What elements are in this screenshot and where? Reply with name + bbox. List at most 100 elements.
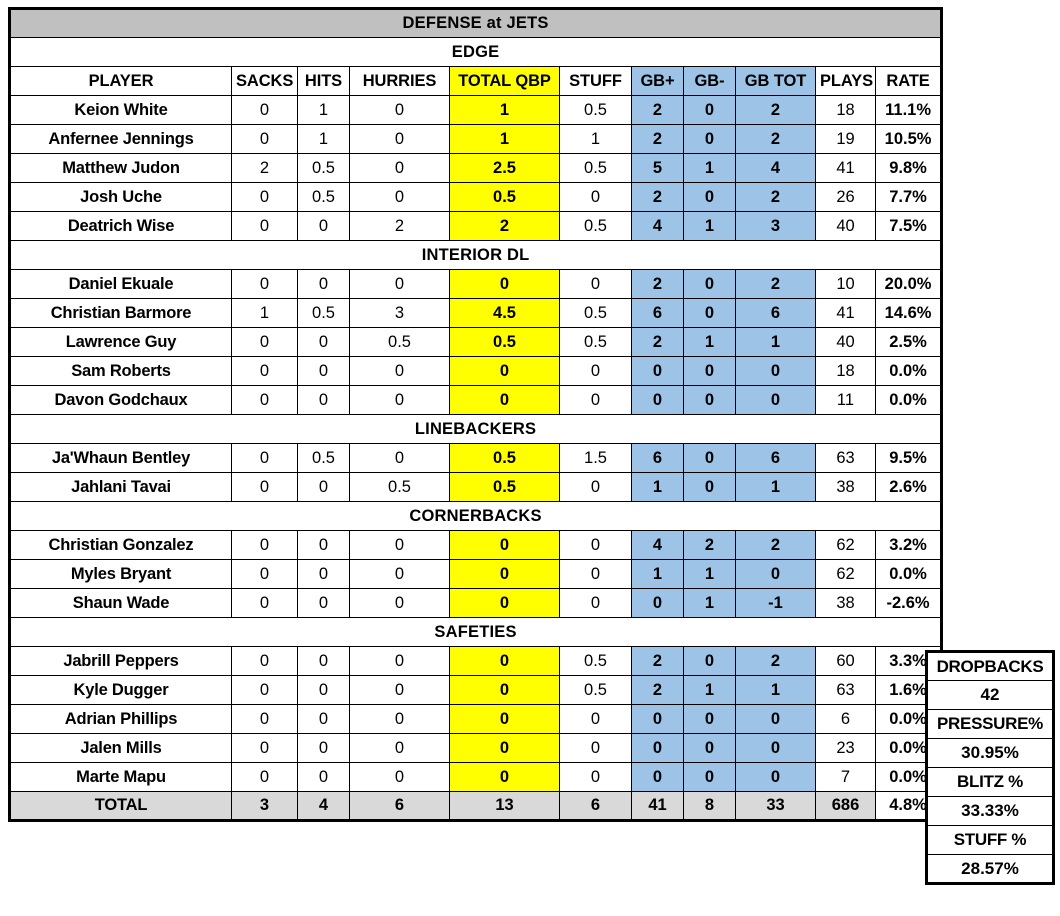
column-header-player-name: PLAYER — [9, 66, 232, 96]
sacks-value: 0 — [231, 124, 298, 154]
gb-minus-value: 0 — [683, 182, 736, 212]
rate-value: 0.0% — [874, 559, 943, 589]
rate-value: 10.5% — [874, 124, 943, 154]
column-header-hurries: HURRIES — [349, 66, 450, 96]
gb-tot-value: 1 — [735, 327, 816, 357]
table-row: Anfernee Jennings 0 1 0 1 1 2 0 2 19 10.5% — [9, 124, 943, 154]
plays-value: 6 — [815, 704, 876, 734]
gb-tot-value: 1 — [735, 675, 816, 705]
sacks-value: 0 — [231, 762, 298, 792]
gb-minus-value: 1 — [683, 588, 736, 618]
hurries-value: 0 — [349, 153, 450, 183]
plays-value: 18 — [815, 95, 876, 125]
defense-stats-table: DEFENSE at JETS EDGE PLAYER SACKS HITS HURRIE… — [8, 7, 944, 822]
player-name: Sam Roberts — [9, 356, 232, 386]
total-sacks-value: 3 — [231, 791, 298, 821]
stuff-value: 0.5 — [559, 153, 632, 183]
gb-tot-value: 0 — [735, 762, 816, 792]
hurries-value: 0 — [349, 385, 450, 415]
stuff-value: 0 — [559, 559, 632, 589]
gb-minus-value: 0 — [683, 385, 736, 415]
plays-value: 41 — [815, 153, 876, 183]
gb-tot-value: 0 — [735, 356, 816, 386]
hurries-value: 0.5 — [349, 327, 450, 357]
gb-minus-value: 2 — [683, 530, 736, 560]
summary-label-row: DROPBACKS — [926, 651, 1054, 681]
plays-value: 23 — [815, 733, 876, 763]
section-label-edge: EDGE — [8, 37, 943, 67]
hits-value: 0 — [297, 704, 350, 734]
section-label-linebackers: LINEBACKERS — [8, 414, 943, 444]
rate-value: 2.5% — [874, 327, 943, 357]
stuff-value: 0.5 — [559, 675, 632, 705]
section-header-row: CORNERBACKS — [8, 501, 943, 531]
stuff-value: 0 — [559, 269, 632, 299]
rate-value: 20.0% — [874, 269, 943, 299]
hurries-value: 0 — [349, 588, 450, 618]
stuff-value: 0 — [559, 733, 632, 763]
total-qbp-value: 0.5 — [449, 472, 560, 502]
gb-minus-value: 1 — [683, 211, 736, 241]
hurries-value: 0 — [349, 95, 450, 125]
plays-value: 19 — [815, 124, 876, 154]
total-qbp-value: 0.5 — [449, 327, 560, 357]
total-qbp-value: 0 — [449, 646, 560, 676]
plays-value: 7 — [815, 762, 876, 792]
summary-label-stuff-: STUFF % — [926, 825, 1054, 855]
column-header-row: PLAYER SACKS HITS HURRIES TOTAL QBP STUFF GB+ G… — [9, 66, 943, 96]
section-header-row: SAFETIES — [8, 617, 943, 647]
player-name: Kyle Dugger — [9, 675, 232, 705]
summary-label-blitz-: BLITZ % — [926, 767, 1054, 797]
gb-plus-value: 4 — [631, 211, 684, 241]
table-row: Jahlani Tavai 0 0 0.5 0.5 0 1 0 1 38 2.6% — [9, 472, 943, 502]
gb-plus-value: 2 — [631, 675, 684, 705]
rate-value: 0.0% — [874, 385, 943, 415]
sacks-value: 0 — [231, 443, 298, 473]
summary-label-row: STUFF % — [926, 825, 1054, 855]
table-row: Matthew Judon 2 0.5 0 2.5 0.5 5 1 4 41 9.8% — [9, 153, 943, 183]
table-row: Shaun Wade 0 0 0 0 0 0 1 -1 38 -2.6% — [9, 588, 943, 618]
table-row: Christian Gonzalez 0 0 0 0 0 4 2 2 62 3.2% — [9, 530, 943, 560]
plays-value: 38 — [815, 472, 876, 502]
hits-value: 0.5 — [297, 153, 350, 183]
rate-value: 9.8% — [874, 153, 943, 183]
hits-value: 0 — [297, 588, 350, 618]
hurries-value: 0 — [349, 704, 450, 734]
hurries-value: 0 — [349, 182, 450, 212]
gb-tot-value: 4 — [735, 153, 816, 183]
sacks-value: 0 — [231, 530, 298, 560]
gb-tot-value: 1 — [735, 472, 816, 502]
table-row: Ja'Whaun Bentley 0 0.5 0 0.5 1.5 6 0 6 63 9.5% — [9, 443, 943, 473]
hits-value: 0 — [297, 675, 350, 705]
column-header-total-qbp: TOTAL QBP — [449, 66, 560, 96]
stuff-value: 0.5 — [559, 95, 632, 125]
plays-value: 60 — [815, 646, 876, 676]
sacks-value: 0 — [231, 472, 298, 502]
section-label-interior-dl: INTERIOR DL — [8, 240, 943, 270]
hurries-value: 0 — [349, 124, 450, 154]
summary-value-row: 42 — [926, 680, 1054, 710]
player-name: Daniel Ekuale — [9, 269, 232, 299]
total-qbp-value: 0 — [449, 733, 560, 763]
hurries-value: 3 — [349, 298, 450, 328]
column-header-gb-plus: GB+ — [631, 66, 684, 96]
gb-minus-value: 1 — [683, 327, 736, 357]
sacks-value: 0 — [231, 327, 298, 357]
total-qbp-value: 0 — [449, 675, 560, 705]
hits-value: 0.5 — [297, 182, 350, 212]
stuff-value: 0 — [559, 704, 632, 734]
stuff-value: 0 — [559, 530, 632, 560]
column-header-gb-tot: GB TOT — [735, 66, 816, 96]
hits-value: 0.5 — [297, 443, 350, 473]
gb-plus-value: 4 — [631, 530, 684, 560]
summary-panel: DROPBACKS 42 PRESSURE% 30.95% BLITZ % 33.33% S… — [925, 650, 1055, 885]
column-header-hits: HITS — [297, 66, 350, 96]
total-total-qbp-value: 13 — [449, 791, 560, 821]
total-qbp-value: 0 — [449, 588, 560, 618]
hits-value: 0 — [297, 327, 350, 357]
hits-value: 0 — [297, 269, 350, 299]
gb-tot-value: 6 — [735, 298, 816, 328]
table-row: Marte Mapu 0 0 0 0 0 0 0 0 7 0.0% — [9, 762, 943, 792]
gb-minus-value: 0 — [683, 443, 736, 473]
gb-plus-value: 5 — [631, 153, 684, 183]
